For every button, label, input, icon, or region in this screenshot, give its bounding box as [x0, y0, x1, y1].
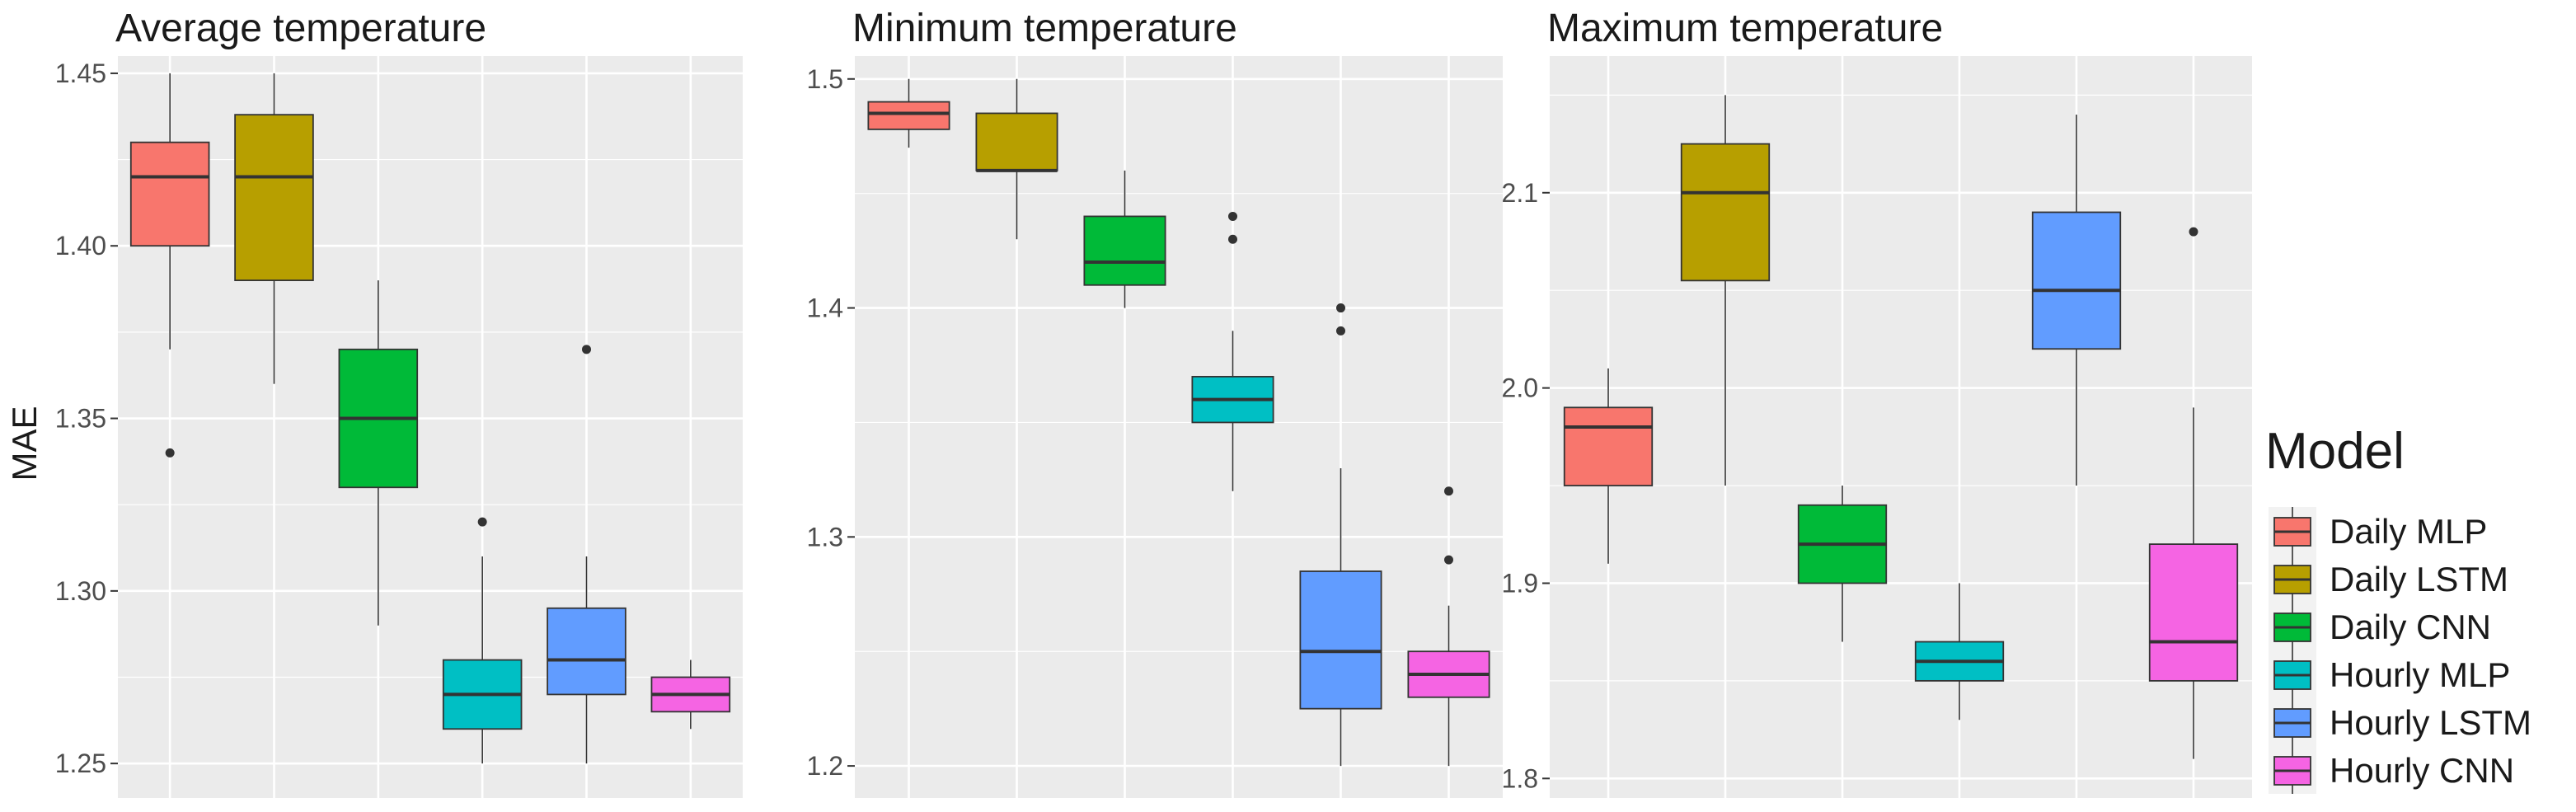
panel-title: Maximum temperature — [1547, 7, 1943, 50]
outlier-point — [1444, 555, 1453, 565]
outlier-point — [1336, 303, 1345, 313]
y-tick-label: 1.40 — [55, 231, 106, 260]
box-hourly-cnn — [2148, 227, 2239, 759]
y-tick-label: 1.8 — [1502, 763, 1538, 793]
legend-label: Daily LSTM — [2330, 560, 2508, 598]
y-tick-label: 1.30 — [55, 576, 106, 606]
box-body — [2031, 211, 2122, 350]
legend-item-hourly-cnn: Hourly CNN — [2269, 746, 2514, 794]
outlier-point — [1228, 234, 1237, 244]
outlier-point — [1228, 211, 1237, 221]
outlier-point — [1336, 326, 1345, 336]
legend-item-daily-mlp: Daily MLP — [2269, 507, 2487, 555]
y-tick-label: 1.5 — [807, 64, 843, 94]
box-body — [1680, 143, 1771, 282]
box-hourly-lstm — [2031, 115, 2122, 486]
box-body — [2148, 543, 2239, 682]
box-body — [234, 114, 314, 281]
outlier-point — [582, 345, 591, 354]
box-daily-lstm — [234, 73, 314, 384]
outlier-point — [165, 448, 175, 458]
outlier-point — [477, 517, 487, 527]
legend-item-daily-cnn: Daily CNN — [2269, 603, 2491, 650]
box-body — [1299, 570, 1382, 710]
box-daily-cnn — [338, 280, 419, 626]
box-body — [1563, 406, 1654, 486]
box-hourly-mlp — [1914, 583, 2005, 720]
panel-minimum-temperature: 1.2 1.3 1.4 1.5 Minimum temperature — [807, 7, 1503, 798]
box-body — [129, 141, 210, 247]
panel-title: Average temperature — [115, 7, 486, 50]
box-hourly-cnn — [1407, 486, 1490, 767]
y-axis-title: MAE — [5, 406, 44, 481]
y-tick-label: 1.9 — [1502, 568, 1538, 598]
panel-background — [118, 56, 743, 798]
outlier-point — [2189, 227, 2198, 237]
box-hourly-lstm — [1299, 303, 1382, 767]
y-tick-label: 2.1 — [1502, 178, 1538, 208]
box-body — [867, 101, 950, 130]
panel-average-temperature: 1.25 1.30 1.35 1.40 1.45 Average temperature — [55, 7, 743, 798]
y-tick-label: 1.45 — [55, 59, 106, 88]
box-daily-mlp — [129, 73, 210, 458]
y-tick-label: 1.2 — [807, 751, 843, 781]
box-hourly-mlp — [442, 517, 523, 764]
box-daily-cnn — [1797, 486, 1888, 642]
box-body — [975, 112, 1058, 171]
legend-label: Hourly MLP — [2330, 655, 2510, 694]
legend-label: Daily MLP — [2330, 512, 2487, 551]
box-daily-lstm — [1680, 95, 1771, 486]
panel-background — [1550, 56, 2252, 798]
y-tick-label: 2.0 — [1502, 373, 1538, 403]
legend-title: Model — [2265, 423, 2405, 480]
legend-item-daily-lstm: Daily LSTM — [2269, 555, 2508, 603]
panel-background — [855, 56, 1503, 798]
y-tick-label: 1.25 — [55, 749, 106, 778]
box-daily-cnn — [1083, 170, 1166, 308]
legend: Model Daily MLP Daily LSTM Daily CNN Hourly… — [2265, 423, 2531, 794]
box-body — [1083, 215, 1166, 286]
legend-item-hourly-lstm: Hourly LSTM — [2269, 698, 2531, 746]
panel-maximum-temperature: 1.8 1.9 2.0 2.1 Maximum temperature — [1502, 7, 2252, 798]
box-body — [547, 607, 626, 696]
box-daily-mlp — [1563, 368, 1654, 564]
panel-title: Minimum temperature — [852, 7, 1237, 50]
box-hourly-mlp — [1191, 211, 1274, 491]
legend-label: Daily CNN — [2330, 608, 2491, 646]
legend-item-hourly-mlp: Hourly MLP — [2269, 650, 2510, 698]
y-tick-label: 1.4 — [807, 293, 843, 323]
legend-label: Hourly CNN — [2330, 751, 2514, 790]
y-tick-label: 1.35 — [55, 404, 106, 434]
y-tick-label: 1.3 — [807, 522, 843, 552]
box-hourly-lstm — [547, 345, 626, 764]
box-hourly-cnn — [650, 659, 731, 730]
box-daily-lstm — [975, 78, 1058, 240]
legend-label: Hourly LSTM — [2330, 703, 2531, 742]
outlier-point — [1444, 486, 1453, 496]
box-daily-mlp — [867, 78, 950, 148]
